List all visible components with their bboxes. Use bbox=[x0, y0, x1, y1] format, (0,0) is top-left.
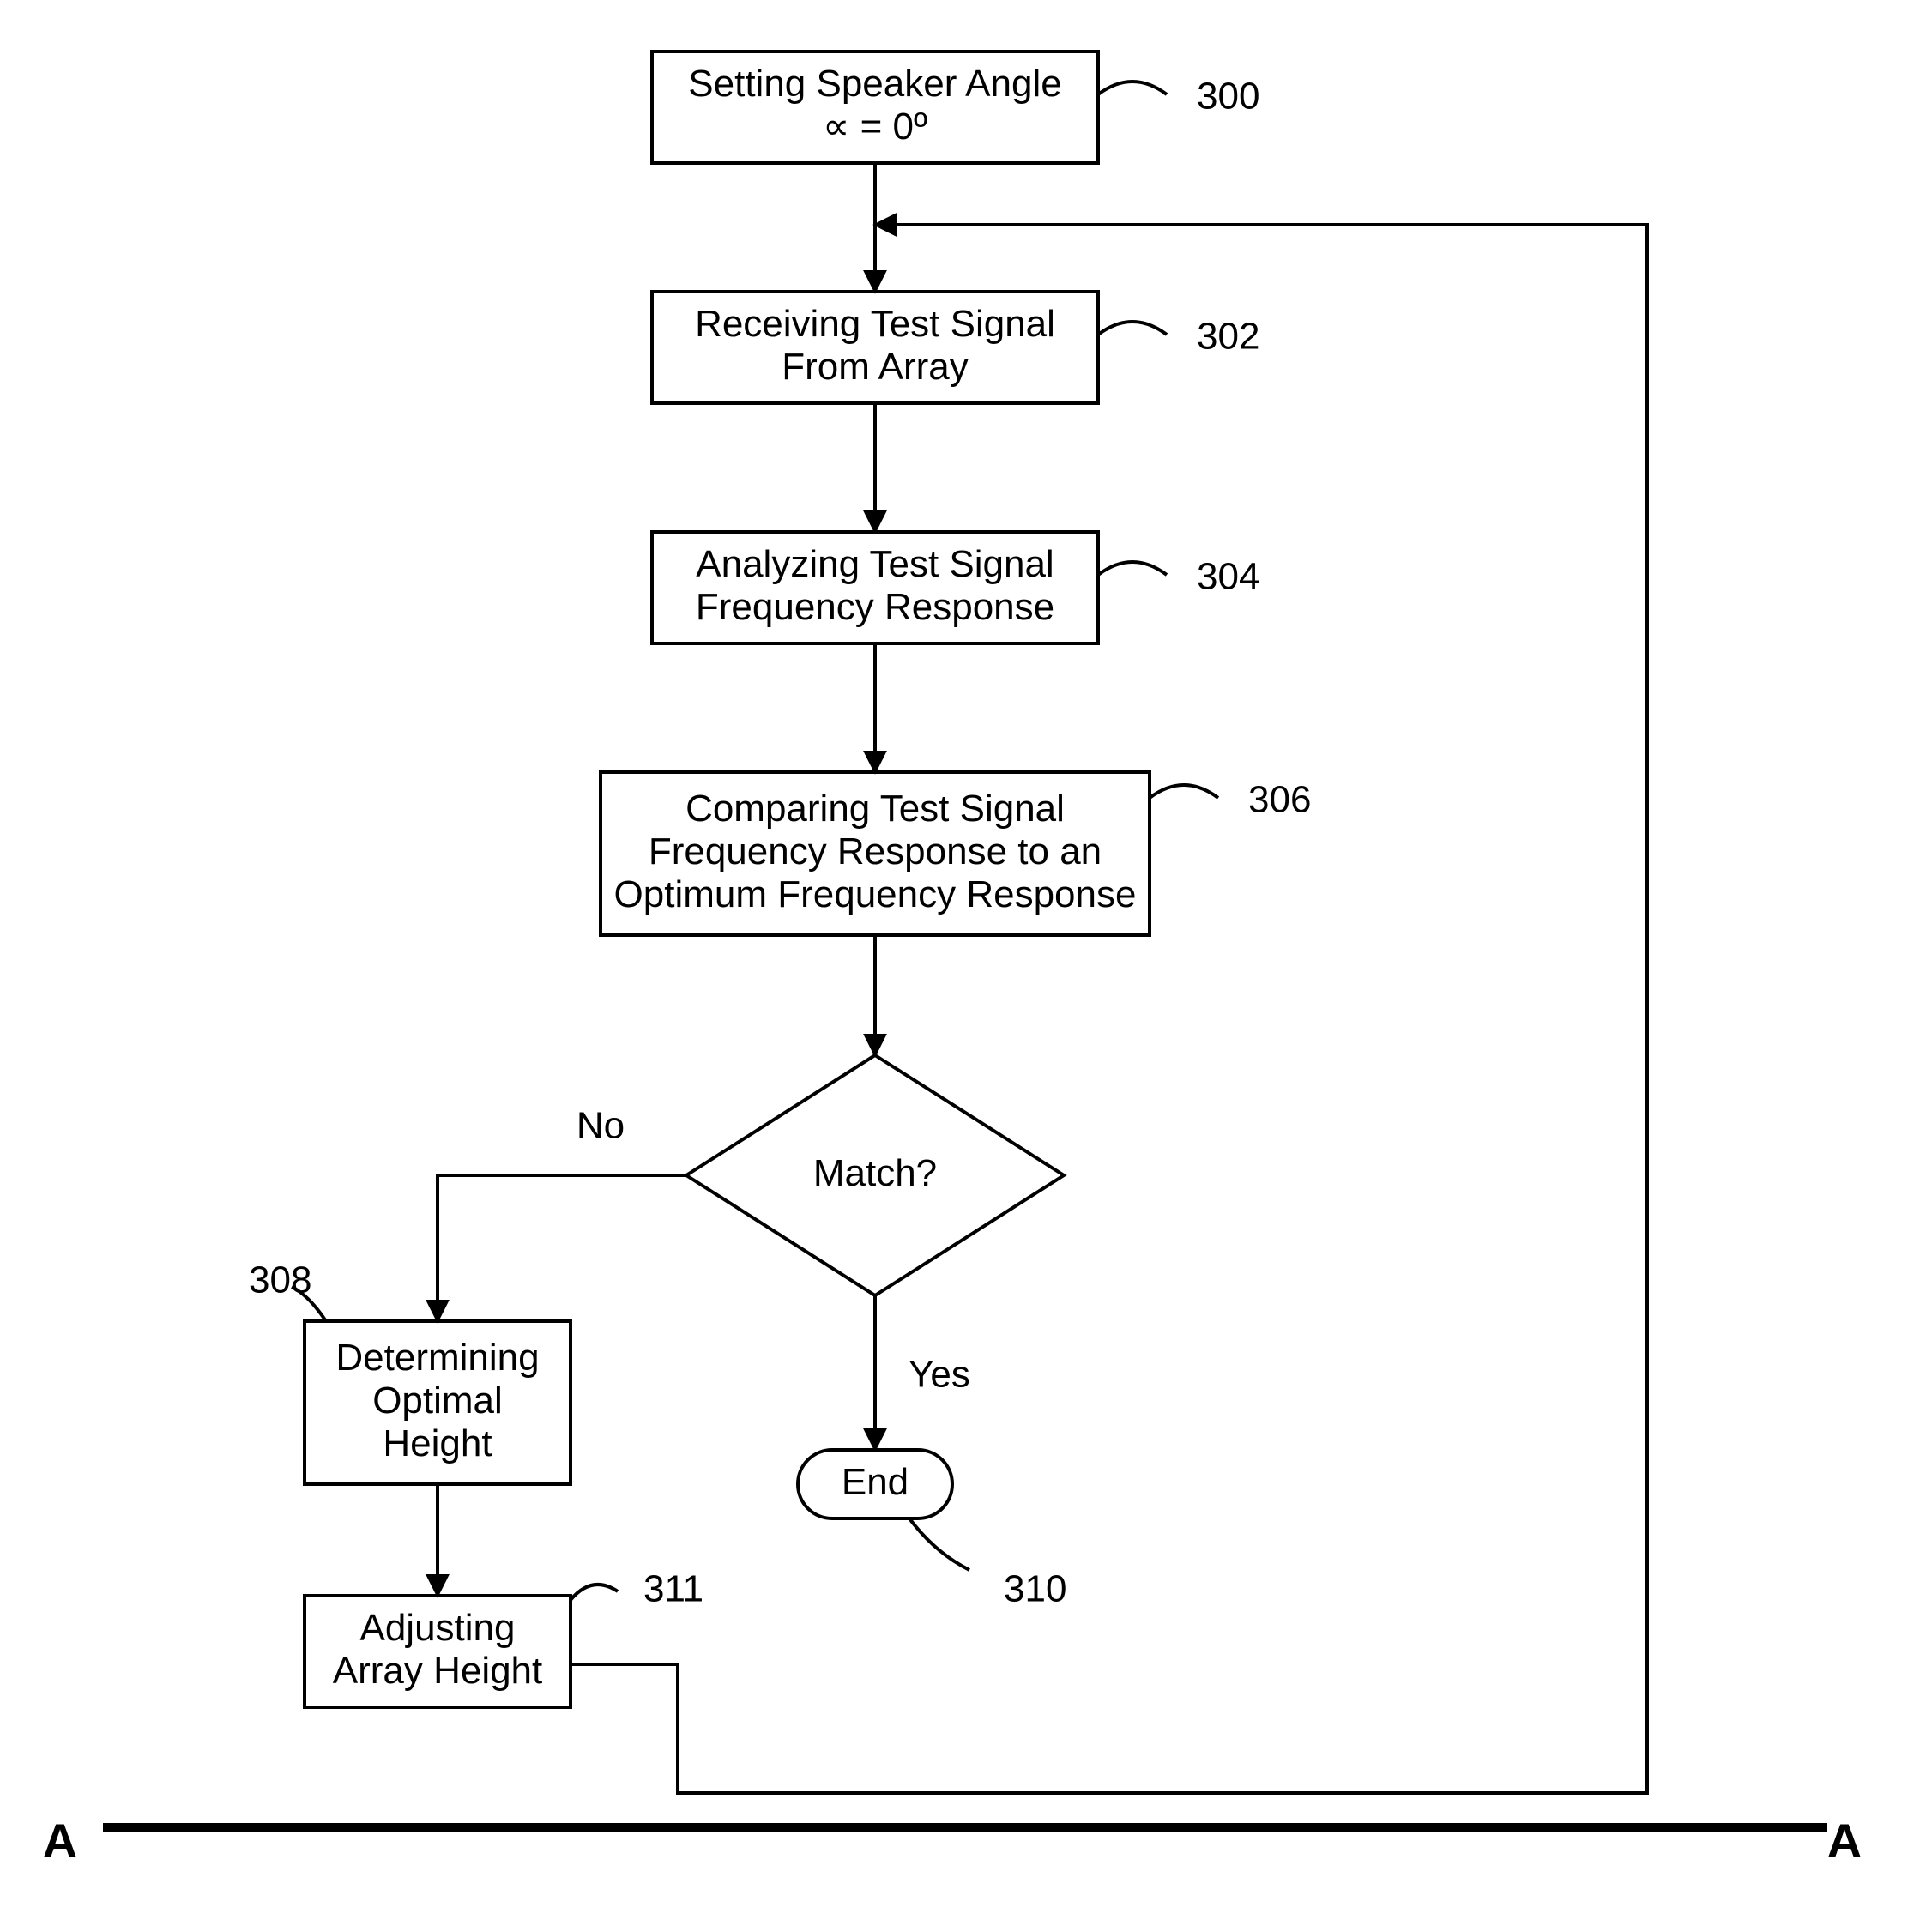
n306-ref: 306 bbox=[1248, 779, 1311, 821]
n308-ref: 308 bbox=[249, 1259, 311, 1301]
n304-leader bbox=[1098, 562, 1167, 575]
edge-eNo-label: No bbox=[577, 1105, 625, 1147]
section-label-A-left: A bbox=[43, 1814, 77, 1868]
n304-ref: 304 bbox=[1197, 556, 1259, 598]
section-label-A-right: A bbox=[1827, 1814, 1862, 1868]
dMatch-label: Match? bbox=[813, 1152, 937, 1194]
n300-leader bbox=[1098, 82, 1167, 94]
edge-eNo bbox=[438, 1175, 686, 1321]
n302-leader bbox=[1098, 322, 1167, 335]
edge-eYes-label: Yes bbox=[909, 1354, 970, 1396]
nEnd-label: End bbox=[842, 1461, 909, 1503]
flowchart-canvas: Setting Speaker Angle∝ = 0º300Receiving … bbox=[0, 0, 1932, 1932]
n311-label: AdjustingArray Height bbox=[333, 1607, 543, 1692]
n311-leader bbox=[571, 1585, 618, 1600]
n302-ref: 302 bbox=[1197, 316, 1259, 358]
edge-eLoop bbox=[571, 225, 1647, 1793]
n306-label: Comparing Test SignalFrequency Response … bbox=[614, 788, 1137, 915]
n306-leader bbox=[1150, 785, 1218, 798]
nEnd-leader bbox=[909, 1518, 969, 1570]
n300-ref: 300 bbox=[1197, 75, 1259, 118]
n311-ref: 311 bbox=[643, 1568, 703, 1610]
nEnd-ref: 310 bbox=[1004, 1568, 1066, 1610]
n304-label: Analyzing Test SignalFrequency Response bbox=[696, 543, 1054, 628]
